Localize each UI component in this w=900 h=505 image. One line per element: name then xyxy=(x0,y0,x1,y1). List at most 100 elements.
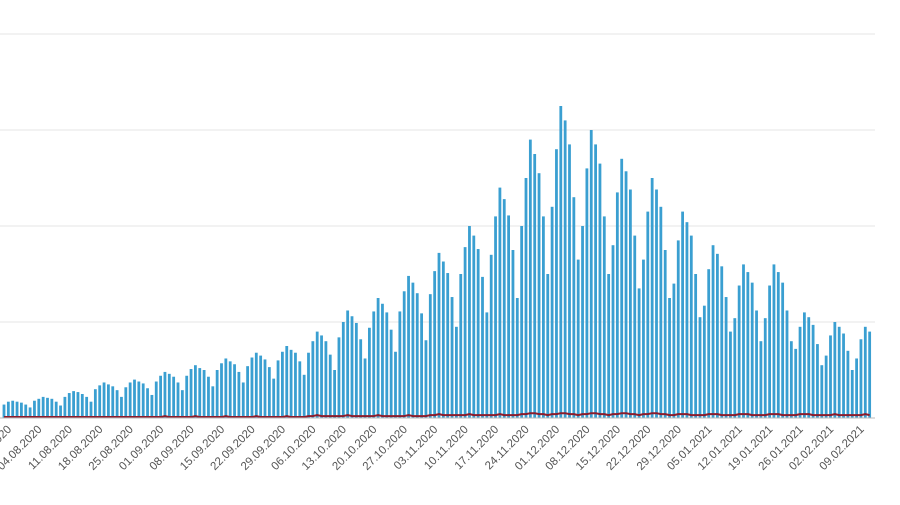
bar xyxy=(80,394,84,418)
bar xyxy=(298,361,302,418)
bar xyxy=(354,322,358,418)
bar xyxy=(420,313,423,418)
bar xyxy=(167,373,171,418)
bar xyxy=(768,285,771,418)
bar xyxy=(185,375,189,418)
bar xyxy=(111,386,115,418)
bar xyxy=(742,264,745,418)
bar xyxy=(498,187,502,418)
bar xyxy=(750,282,754,418)
bar xyxy=(289,349,293,418)
bar xyxy=(307,352,310,418)
bar xyxy=(215,370,219,418)
bar xyxy=(789,341,793,418)
bar xyxy=(41,396,45,418)
bar xyxy=(803,312,806,418)
bar xyxy=(337,337,341,418)
bar xyxy=(837,326,841,418)
bar xyxy=(711,245,715,418)
bar xyxy=(146,388,149,418)
bar xyxy=(624,171,628,418)
bar xyxy=(450,297,454,418)
bar xyxy=(446,273,450,418)
bar xyxy=(594,144,597,418)
bar xyxy=(755,310,758,418)
bar xyxy=(315,331,319,418)
bar xyxy=(468,226,471,418)
bar xyxy=(272,378,276,418)
bar xyxy=(150,394,154,418)
bar xyxy=(194,365,197,418)
bar xyxy=(602,216,606,418)
bar xyxy=(63,396,67,418)
bar xyxy=(829,335,832,418)
bar xyxy=(633,235,637,418)
bar xyxy=(154,381,158,418)
bar xyxy=(211,386,215,418)
bar xyxy=(842,333,845,418)
bar xyxy=(707,269,711,418)
bar xyxy=(263,359,267,418)
bar xyxy=(811,324,815,418)
bar xyxy=(402,291,406,418)
bar xyxy=(328,354,332,418)
bar xyxy=(285,346,289,418)
bar xyxy=(246,366,249,418)
bar xyxy=(198,368,202,418)
bar xyxy=(363,358,367,418)
bar xyxy=(733,318,737,418)
bar xyxy=(868,331,872,418)
bar xyxy=(141,383,145,418)
bar xyxy=(302,374,306,418)
bar xyxy=(159,375,162,418)
bar xyxy=(241,382,245,418)
bar xyxy=(228,361,232,418)
bar xyxy=(598,163,602,418)
bar xyxy=(346,310,350,418)
bar xyxy=(568,144,571,418)
bar xyxy=(93,389,97,418)
bar xyxy=(237,371,241,418)
bar xyxy=(320,335,323,418)
bar xyxy=(411,282,415,418)
bar xyxy=(650,178,654,418)
bar xyxy=(528,139,532,418)
bar xyxy=(702,305,706,418)
bar xyxy=(407,275,410,418)
bar xyxy=(133,379,136,418)
bar xyxy=(807,317,811,418)
bar xyxy=(511,250,515,418)
bar xyxy=(254,352,258,418)
bar xyxy=(455,326,458,418)
bar xyxy=(646,211,650,418)
bar xyxy=(459,274,463,418)
bar xyxy=(333,370,336,418)
bar xyxy=(720,266,724,418)
bar xyxy=(642,259,645,418)
bar xyxy=(389,329,393,418)
bar xyxy=(546,274,550,418)
bar xyxy=(724,297,728,418)
bar xyxy=(54,401,58,418)
bar xyxy=(6,401,10,418)
bar xyxy=(220,363,223,418)
bar xyxy=(20,402,23,418)
bar xyxy=(59,405,62,418)
bar xyxy=(311,341,315,418)
bar xyxy=(502,199,506,418)
bar xyxy=(615,192,619,418)
bar xyxy=(107,384,110,418)
bar xyxy=(794,348,798,418)
bar xyxy=(776,272,780,418)
line xyxy=(4,412,870,419)
bar xyxy=(659,206,663,418)
bar xyxy=(98,385,102,418)
bar xyxy=(515,298,519,418)
bar xyxy=(563,120,567,419)
bar xyxy=(524,178,528,418)
bar xyxy=(24,404,28,418)
bar xyxy=(189,369,193,418)
bar xyxy=(385,312,389,418)
bar xyxy=(589,130,593,418)
bar xyxy=(550,206,554,418)
